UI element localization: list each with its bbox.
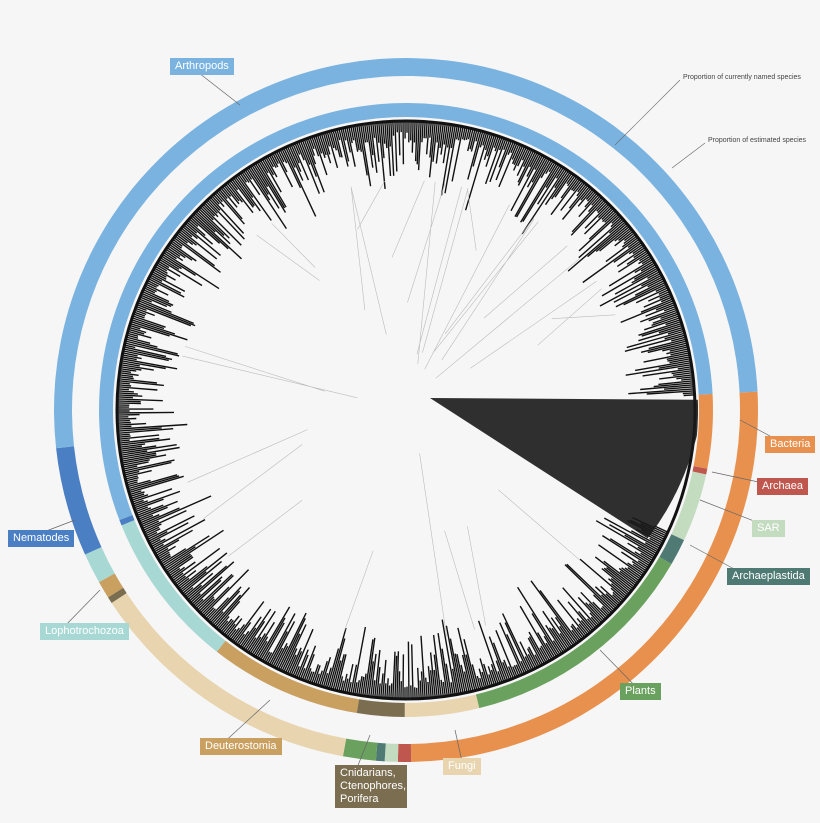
ring-segment	[356, 699, 405, 717]
ring-segment	[659, 534, 685, 565]
ring-segment	[108, 587, 127, 603]
ring-segment	[216, 640, 359, 714]
ring-segment	[56, 446, 102, 555]
group-label: Archaea	[757, 478, 808, 495]
annotation: Proportion of estimated species	[708, 137, 807, 144]
ring-segment	[693, 393, 713, 469]
group-label: Nematodes	[8, 530, 75, 547]
tree-fringe	[115, 119, 696, 701]
group-label: Arthropods	[170, 58, 234, 75]
ring-segment	[692, 466, 708, 475]
ring-segment	[119, 515, 135, 526]
leader	[614, 79, 681, 146]
ring-segment	[375, 742, 386, 762]
ring-segment	[397, 743, 412, 762]
ring-segment	[671, 471, 707, 541]
ring-segment	[384, 743, 399, 762]
group-label: Bacteria	[765, 436, 816, 453]
ring-segment	[404, 694, 480, 717]
ring-segment	[475, 557, 672, 709]
ring-segment	[121, 520, 226, 652]
group-label: Plants	[620, 683, 661, 700]
ring-segment	[98, 573, 124, 598]
annotation: Proportion of currently named species	[683, 74, 801, 81]
group-label: SAR	[752, 520, 785, 537]
ring-segment	[342, 738, 378, 761]
tree-fan	[430, 398, 698, 539]
ring-segment	[111, 593, 347, 757]
group-label: Deuterostomia	[200, 738, 282, 755]
group-label: Cnidarians, Ctenophores, Porifera	[335, 765, 407, 808]
group-label: Fungi	[443, 758, 481, 775]
ring-segment	[85, 547, 115, 583]
leader	[671, 142, 706, 169]
group-label: Archaeplastida	[727, 568, 810, 585]
group-label: Lophotrochozoa	[40, 623, 129, 640]
tree-branches	[182, 180, 616, 637]
